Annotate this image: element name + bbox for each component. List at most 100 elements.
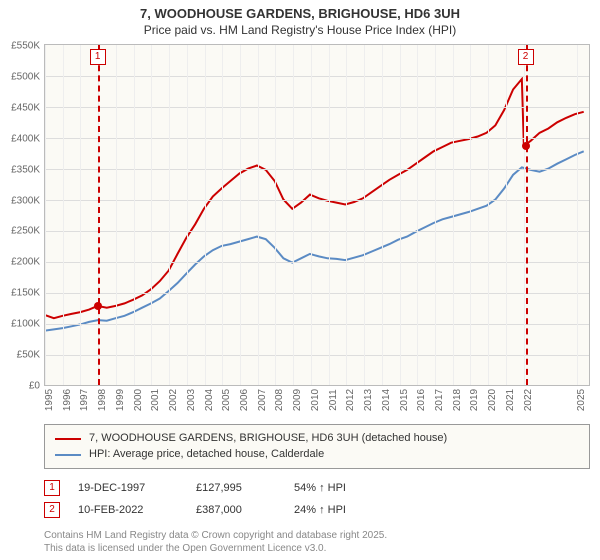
gridline-v — [382, 45, 383, 385]
y-tick-label: £0 — [29, 381, 40, 392]
x-tick-label: 2001 — [150, 389, 161, 411]
x-tick-label: 1998 — [97, 389, 108, 411]
chart-lines-svg — [45, 45, 589, 385]
y-tick-label: £50K — [17, 350, 40, 361]
gridline-v — [258, 45, 259, 385]
gridline-h — [45, 293, 589, 294]
y-axis: £0£50K£100K£150K£200K£250K£300K£350K£400… — [0, 46, 42, 386]
sales-price: £387,000 — [196, 504, 276, 516]
legend-label: 7, WOODHOUSE GARDENS, BRIGHOUSE, HD6 3UH… — [89, 431, 447, 446]
gridline-h — [45, 138, 589, 139]
x-tick-label: 2005 — [221, 389, 232, 411]
y-tick-label: £350K — [11, 164, 40, 175]
x-tick-label: 2009 — [292, 389, 303, 411]
gridline-h — [45, 324, 589, 325]
sales-marker: 1 — [44, 480, 60, 496]
x-tick-label: 2019 — [469, 389, 480, 411]
gridline-h — [45, 107, 589, 108]
x-tick-label: 2016 — [416, 389, 427, 411]
gridline-v — [116, 45, 117, 385]
sales-hpi: 54% ↑ HPI — [294, 482, 394, 494]
x-tick-label: 2007 — [257, 389, 268, 411]
x-tick-label: 2002 — [168, 389, 179, 411]
x-tick-label: 2017 — [434, 389, 445, 411]
sales-table: 1 19-DEC-1997 £127,995 54% ↑ HPI 2 10-FEB-202… — [44, 477, 590, 521]
gridline-v — [577, 45, 578, 385]
sales-row: 2 10-FEB-2022 £387,000 24% ↑ HPI — [44, 499, 590, 521]
x-tick-label: 2011 — [328, 390, 339, 412]
sales-date: 10-FEB-2022 — [78, 504, 178, 516]
gridline-v — [187, 45, 188, 385]
x-tick-label: 2000 — [133, 389, 144, 411]
x-tick-label: 2025 — [576, 389, 587, 411]
legend-swatch — [55, 454, 81, 456]
y-tick-label: £450K — [11, 102, 40, 113]
chart-title-line2: Price paid vs. HM Land Registry's House … — [0, 23, 600, 39]
chart-container: 7, WOODHOUSE GARDENS, BRIGHOUSE, HD6 3UH… — [0, 0, 600, 555]
y-tick-label: £250K — [11, 226, 40, 237]
sales-date: 19-DEC-1997 — [78, 482, 178, 494]
gridline-h — [45, 200, 589, 201]
y-tick-label: £550K — [11, 41, 40, 52]
marker-box-2: 2 — [518, 49, 534, 65]
y-tick-label: £100K — [11, 319, 40, 330]
gridline-v — [169, 45, 170, 385]
x-tick-label: 2014 — [381, 389, 392, 411]
y-tick-label: £300K — [11, 195, 40, 206]
x-tick-label: 2010 — [310, 389, 321, 411]
sales-hpi: 24% ↑ HPI — [294, 504, 394, 516]
gridline-v — [524, 45, 525, 385]
footer-note: Contains HM Land Registry data © Crown c… — [44, 529, 590, 555]
plot-area: 12 — [44, 44, 590, 386]
legend-swatch — [55, 438, 81, 440]
x-tick-label: 2012 — [345, 389, 356, 411]
legend-row: 7, WOODHOUSE GARDENS, BRIGHOUSE, HD6 3UH… — [55, 431, 579, 446]
gridline-h — [45, 76, 589, 77]
sales-price: £127,995 — [196, 482, 276, 494]
footer-line1: Contains HM Land Registry data © Crown c… — [44, 529, 590, 542]
marker-line-1 — [98, 45, 100, 385]
gridline-v — [506, 45, 507, 385]
gridline-v — [151, 45, 152, 385]
gridline-v — [222, 45, 223, 385]
gridline-v — [293, 45, 294, 385]
x-tick-label: 1995 — [44, 389, 55, 411]
x-tick-label: 2013 — [363, 389, 374, 411]
x-tick-label: 2003 — [186, 389, 197, 411]
sale-dot-2 — [522, 142, 530, 150]
x-tick-label: 2008 — [274, 389, 285, 411]
x-tick-label: 2015 — [399, 389, 410, 411]
x-tick-label: 1999 — [115, 389, 126, 411]
y-tick-label: £500K — [11, 71, 40, 82]
gridline-v — [311, 45, 312, 385]
y-tick-label: £400K — [11, 133, 40, 144]
gridline-v — [346, 45, 347, 385]
gridline-h — [45, 262, 589, 263]
sales-marker: 2 — [44, 502, 60, 518]
gridline-h — [45, 169, 589, 170]
gridline-v — [435, 45, 436, 385]
marker-line-2 — [526, 45, 528, 385]
y-tick-label: £200K — [11, 257, 40, 268]
gridline-v — [329, 45, 330, 385]
x-tick-label: 2020 — [487, 389, 498, 411]
chart-title-line1: 7, WOODHOUSE GARDENS, BRIGHOUSE, HD6 3UH — [0, 6, 600, 23]
gridline-v — [470, 45, 471, 385]
x-tick-label: 2021 — [505, 389, 516, 411]
gridline-v — [275, 45, 276, 385]
x-tick-label: 1997 — [79, 389, 90, 411]
chart-title-block: 7, WOODHOUSE GARDENS, BRIGHOUSE, HD6 3UH… — [0, 0, 600, 38]
x-tick-label: 2018 — [452, 389, 463, 411]
gridline-v — [134, 45, 135, 385]
marker-box-1: 1 — [90, 49, 106, 65]
sale-dot-1 — [94, 302, 102, 310]
gridline-v — [205, 45, 206, 385]
x-axis: 1995199619971998199920002001200220032004… — [44, 386, 590, 416]
gridline-v — [240, 45, 241, 385]
gridline-v — [453, 45, 454, 385]
gridline-v — [400, 45, 401, 385]
x-tick-label: 2022 — [523, 389, 534, 411]
legend-label: HPI: Average price, detached house, Cald… — [89, 447, 324, 462]
x-tick-label: 2006 — [239, 389, 250, 411]
x-tick-label: 2004 — [204, 389, 215, 411]
